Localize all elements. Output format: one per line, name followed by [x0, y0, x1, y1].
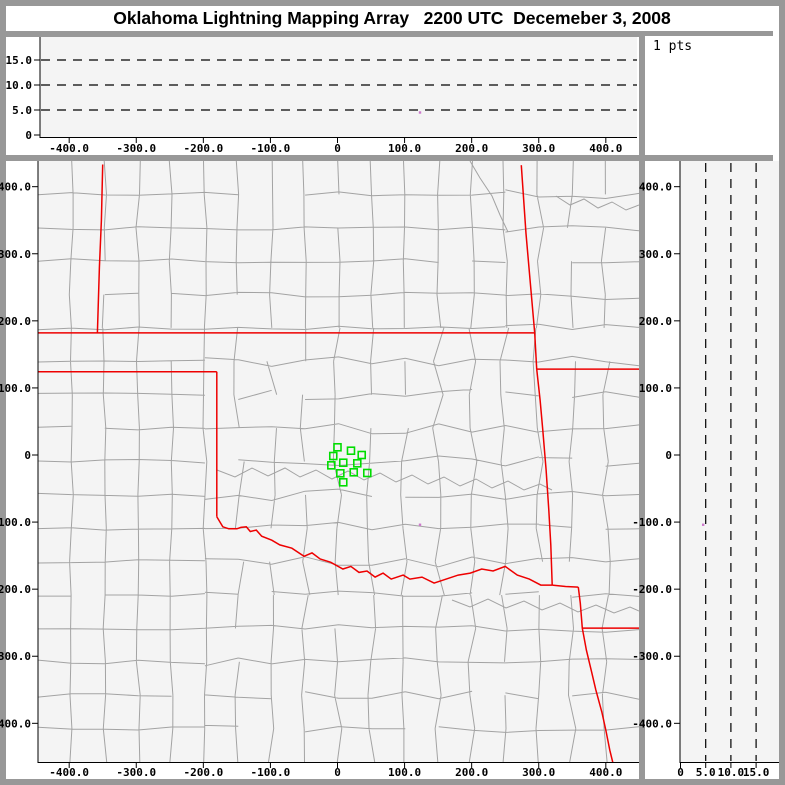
- river-line: [555, 195, 639, 211]
- window-title: Oklahoma Lightning Mapping Array 2200 UT…: [113, 8, 671, 28]
- x-tick-label: 0: [334, 766, 341, 779]
- y-tick-label: 100.0: [0, 382, 31, 395]
- lma-station-marker: [336, 469, 345, 478]
- divider-vertical: [639, 31, 645, 779]
- x-tick-label: 200.0: [455, 766, 488, 779]
- y-tick-label: -400.0: [632, 717, 672, 730]
- y-tick-label: -200.0: [632, 583, 672, 596]
- y-tick-label: 200.0: [639, 315, 672, 328]
- river-line: [469, 161, 509, 233]
- x-tick-label: 200.0: [455, 142, 488, 155]
- x-tick-label: 400.0: [589, 142, 622, 155]
- alt-vs-northsouth-panel[interactable]: 400.0 300.0 200.0 100.0 0 -100.0 -200.0 -300.0 -…: [632, 161, 779, 779]
- y-tick-label: -100.0: [0, 516, 31, 529]
- x-tick-label: 0: [334, 142, 341, 155]
- lma-station-marker: [327, 461, 336, 470]
- river-line: [216, 467, 553, 491]
- y-tick-label: -400.0: [0, 717, 31, 730]
- x-tick-label: 100.0: [388, 766, 421, 779]
- map-content: [38, 161, 639, 762]
- state-border-river-to-tripoint: [552, 584, 579, 588]
- map-plot-area[interactable]: [38, 161, 639, 762]
- state-border-oklahoma-missouri: [533, 332, 538, 370]
- x-tick-label: -100.0: [251, 142, 291, 155]
- x-tick-label: -300.0: [116, 766, 156, 779]
- lma-station-marker: [349, 468, 359, 477]
- y-tick-label: -200.0: [0, 583, 31, 596]
- alt-vs-eastwest-panel[interactable]: 15.0 10.0 5.0 0 -400.0 -300.0 -200.0 -100.0 0 100…: [6, 37, 638, 155]
- lightning-point: [418, 111, 422, 114]
- y-tick-label: 400.0: [639, 181, 672, 194]
- lma-station-marker: [352, 459, 362, 468]
- y-tick-label: 5.0: [12, 104, 32, 117]
- x-tick-label: 15.0: [743, 766, 770, 779]
- x-tick-label: 400.0: [589, 766, 622, 779]
- lightning-point: [418, 523, 422, 526]
- lma-station-marker: [346, 446, 356, 456]
- x-tick-label: -300.0: [116, 142, 156, 155]
- y-tick-label: -300.0: [632, 650, 672, 663]
- x-tick-label: 100.0: [388, 142, 421, 155]
- x-tick-label: 300.0: [522, 766, 555, 779]
- x-tick-label: 5.0: [696, 766, 716, 779]
- y-tick-label: 400.0: [0, 181, 31, 194]
- x-tick-label: 300.0: [522, 142, 555, 155]
- points-count-label: 1 pts: [653, 39, 692, 54]
- y-tick-label: 300.0: [0, 248, 31, 261]
- map-panel[interactable]: 400.0 300.0 200.0 100.0 0 -100.0 -200.0 -300.0 -…: [0, 161, 640, 779]
- state-border-kansas-missouri: [520, 165, 536, 333]
- lma-station-marker: [338, 478, 348, 487]
- y-tick-label: 10.0: [6, 79, 33, 92]
- x-tick-label: 0: [677, 766, 684, 779]
- y-tick-label: 300.0: [639, 248, 672, 261]
- state-border-oklahoma-arkansas: [535, 369, 553, 586]
- y-tick-label: 0: [24, 449, 31, 462]
- lma-station-marker: [338, 458, 348, 468]
- altitude-histogram-panel[interactable]: 1 pts: [645, 36, 779, 155]
- lightning-point: [701, 523, 705, 526]
- lma-station-marker: [328, 451, 338, 461]
- lma-station-marker: [357, 450, 367, 460]
- alt-ew-plot-area[interactable]: [40, 37, 637, 137]
- y-tick-label: 0: [25, 129, 32, 142]
- state-border-red-river: [216, 516, 553, 586]
- y-tick-label: -100.0: [632, 516, 672, 529]
- x-tick-label: 10.0: [718, 766, 745, 779]
- x-tick-label: -400.0: [49, 142, 89, 155]
- y-tick-label: -300.0: [0, 650, 31, 663]
- x-tick-label: -200.0: [183, 766, 223, 779]
- y-tick-label: 15.0: [6, 54, 33, 67]
- lma-station-marker: [362, 468, 372, 478]
- alt-ns-plot-area[interactable]: [680, 161, 779, 762]
- state-border-colorado-kansas: [96, 164, 104, 333]
- y-tick-label: 0: [665, 449, 672, 462]
- divider-horizontal-mid: [6, 155, 773, 161]
- lma-station-marker: [333, 442, 342, 452]
- x-tick-label: -100.0: [251, 766, 291, 779]
- y-tick-label: 100.0: [639, 382, 672, 395]
- x-tick-label: -200.0: [183, 142, 223, 155]
- y-tick-label: 200.0: [0, 315, 31, 328]
- x-tick-label: -400.0: [49, 766, 89, 779]
- divider-horizontal-top: [6, 31, 773, 37]
- state-border-texas-arkansas: [577, 587, 614, 762]
- histogram-plot-area[interactable]: [645, 36, 779, 155]
- river-line: [451, 598, 639, 614]
- county-boundaries: [38, 161, 639, 762]
